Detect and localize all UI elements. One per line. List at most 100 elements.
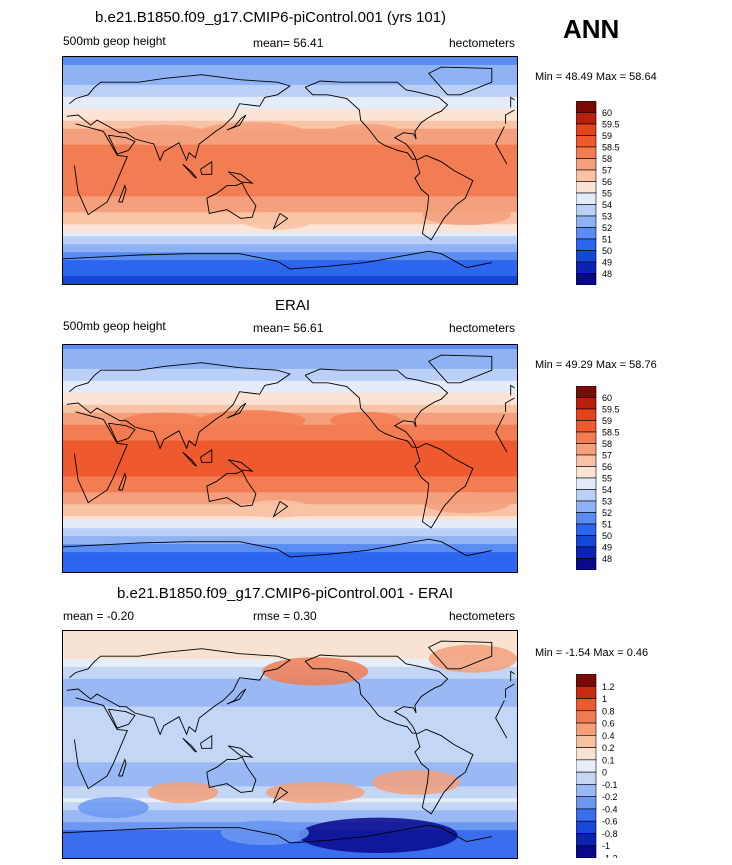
colorbar-tick-label: -0.4 bbox=[602, 804, 618, 814]
field-band bbox=[63, 568, 517, 572]
panel-minmax-label: Min = -1.54 Max = 0.46 bbox=[535, 647, 649, 659]
field-band bbox=[63, 144, 517, 150]
field-band bbox=[63, 650, 517, 656]
colorbar-tick-label: 56 bbox=[602, 462, 612, 472]
coastline bbox=[107, 134, 136, 155]
field-band bbox=[63, 376, 517, 382]
colorbar-box bbox=[576, 845, 597, 858]
colorbar-tick-label: 1 bbox=[602, 694, 607, 704]
field-band bbox=[63, 268, 517, 273]
colorbar-box bbox=[576, 784, 597, 797]
field-band bbox=[63, 252, 517, 257]
colorbar-box bbox=[576, 796, 597, 810]
field-band bbox=[63, 476, 517, 482]
field-band bbox=[63, 196, 517, 201]
field-band bbox=[63, 96, 517, 102]
coastline bbox=[272, 213, 289, 230]
colorbar-box bbox=[576, 250, 597, 263]
field-band bbox=[63, 754, 517, 760]
field-band bbox=[63, 556, 517, 561]
colorbar-tick-label: 52 bbox=[602, 508, 612, 518]
field-band bbox=[63, 108, 517, 114]
field-anomaly bbox=[242, 500, 313, 518]
field-band bbox=[63, 236, 517, 241]
colorbar-tick-label: 59 bbox=[602, 416, 612, 426]
field-band bbox=[63, 168, 517, 174]
panel-title: b.e21.B1850.f09_g17.CMIP6-piControl.001 … bbox=[117, 585, 454, 602]
field-band bbox=[63, 232, 517, 237]
field-band bbox=[63, 634, 517, 640]
coastline bbox=[63, 250, 492, 270]
field-band bbox=[63, 814, 517, 819]
field-band bbox=[63, 484, 517, 489]
field-band bbox=[63, 690, 517, 696]
field-band bbox=[63, 204, 517, 209]
coastline bbox=[107, 708, 136, 729]
field-band bbox=[63, 100, 517, 106]
colorbar-tick-label: 48 bbox=[602, 554, 612, 564]
field-band bbox=[63, 140, 517, 146]
field-band bbox=[63, 452, 517, 458]
panel-minmax-label: Min = 49.29 Max = 58.76 bbox=[535, 359, 657, 371]
field-band bbox=[63, 638, 517, 644]
colorbar-box bbox=[576, 535, 597, 548]
panel-mean-label: mean= 56.61 bbox=[253, 321, 324, 335]
field-band bbox=[63, 352, 517, 358]
field-band bbox=[63, 766, 517, 771]
colorbar-box bbox=[576, 158, 597, 171]
field-band bbox=[63, 68, 517, 74]
field-band bbox=[63, 488, 517, 493]
field-band bbox=[63, 276, 517, 281]
coastline bbox=[510, 96, 515, 108]
colorbar-tick-label: 49 bbox=[602, 258, 612, 268]
field-band bbox=[63, 718, 517, 724]
field-band bbox=[63, 460, 517, 466]
colorbar-tick-label: 0.8 bbox=[602, 706, 615, 716]
colorbar-tick-label: 51 bbox=[602, 235, 612, 245]
colorbar-box bbox=[576, 420, 597, 433]
coastline bbox=[200, 160, 213, 175]
coastline bbox=[510, 670, 515, 682]
colorbar-tick-label: 60 bbox=[602, 393, 612, 403]
colorbar-box bbox=[576, 443, 597, 456]
field-band bbox=[63, 392, 517, 398]
colorbar-box bbox=[576, 808, 597, 822]
field-band bbox=[63, 280, 517, 284]
colorbar-tick-label: 0.6 bbox=[602, 719, 615, 729]
field-band bbox=[63, 180, 517, 186]
colorbar-tick-label: 56 bbox=[602, 177, 612, 187]
colorbar-box bbox=[576, 192, 597, 205]
field-anomaly bbox=[119, 124, 209, 146]
colorbar-box bbox=[576, 674, 597, 687]
field-anomaly bbox=[330, 123, 401, 142]
colorbar-tick-label: 50 bbox=[602, 246, 612, 256]
coastline bbox=[66, 74, 515, 162]
coastline bbox=[304, 80, 449, 160]
field-band bbox=[63, 464, 517, 470]
panel-left-label: 500mb geop height bbox=[63, 319, 166, 333]
field-band bbox=[63, 548, 517, 553]
colorbar-tick-label: 58 bbox=[602, 154, 612, 164]
field-band bbox=[63, 516, 517, 521]
coastline bbox=[73, 123, 508, 216]
field-band bbox=[63, 758, 517, 764]
field-band bbox=[63, 380, 517, 386]
field-anomaly bbox=[265, 781, 365, 804]
field-band bbox=[63, 560, 517, 565]
colorbar-box bbox=[576, 101, 597, 113]
field-band bbox=[63, 368, 517, 374]
field-band bbox=[63, 722, 517, 728]
colorbar-box bbox=[576, 181, 597, 194]
panel-title: ERAI bbox=[275, 297, 311, 314]
colorbar-box bbox=[576, 722, 597, 736]
colorbar-box bbox=[576, 500, 597, 513]
coastline bbox=[272, 787, 289, 804]
field-band bbox=[63, 400, 517, 406]
field-anomaly bbox=[262, 657, 369, 686]
colorbar-tick-label: 55 bbox=[602, 474, 612, 484]
colorbar-box bbox=[576, 215, 597, 228]
colorbar-box bbox=[576, 227, 597, 240]
field-band bbox=[63, 774, 517, 779]
field-band bbox=[63, 686, 517, 692]
